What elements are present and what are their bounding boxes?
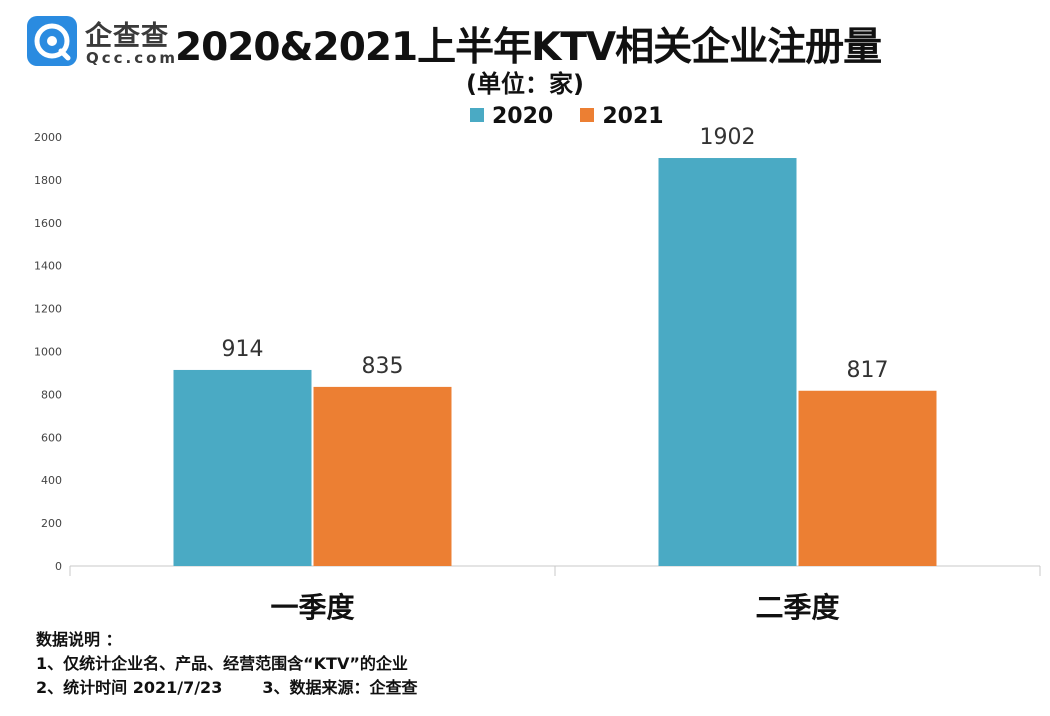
legend-label-2021: 2021 [602,104,664,129]
bar-2020-2 [658,158,797,566]
logo-name-en: Qcc.com [86,49,179,67]
y-tick-label: 600 [41,431,62,444]
y-tick-label: 1000 [34,346,62,359]
x-category-label: 二季度 [755,591,839,624]
bar-2021-1 [313,386,452,566]
y-tick-label: 0 [55,560,62,573]
legend-swatch-2020 [470,108,484,122]
qcc-logo: 企查查 Qcc.com [27,14,177,70]
data-label: 835 [362,354,404,379]
notes-heading: 数据说明 ： [36,630,122,649]
legend-item-2021: 2021 [580,104,664,129]
y-tick-label: 1400 [34,260,62,273]
notes-line-2: 2、统计时间 2021/7/23 3、数据来源：企查查 [36,676,417,700]
data-label: 914 [222,337,264,362]
y-tick-label: 2000 [34,131,62,144]
notes-line-2a: 2、统计时间 2021/7/23 [36,678,223,697]
legend-item-2020: 2020 [470,104,553,129]
y-tick-label: 400 [41,474,62,487]
y-tick-label: 800 [41,388,62,401]
data-notes: 数据说明 ： 1、仅统计企业名、产品、经营范围含“KTV”的企业 2、统计时间 … [36,628,417,700]
magnifier-q-icon [27,16,77,66]
chart-legend: 2020 2021 [470,104,686,132]
y-tick-label: 200 [41,517,62,530]
notes-line-1: 1、仅统计企业名、产品、经营范围含“KTV”的企业 [36,654,408,673]
y-tick-label: 1800 [34,174,62,187]
notes-line-2b: 3、数据来源：企查查 [262,678,418,697]
bar-2020-1 [173,369,312,566]
x-category-label: 一季度 [270,591,354,624]
y-tick-label: 1600 [34,217,62,230]
legend-label-2020: 2020 [492,104,554,129]
logo-name-cn: 企查查 [85,21,169,52]
data-label: 817 [847,358,889,383]
chart-subtitle: (单位：家) [466,70,584,98]
y-tick-label: 1200 [34,303,62,316]
bar-2021-2 [798,390,937,566]
chart-title: 2020&2021上半年KTV相关企业注册量 [175,25,882,70]
legend-swatch-2021 [580,108,595,122]
data-label: 1902 [700,125,756,150]
